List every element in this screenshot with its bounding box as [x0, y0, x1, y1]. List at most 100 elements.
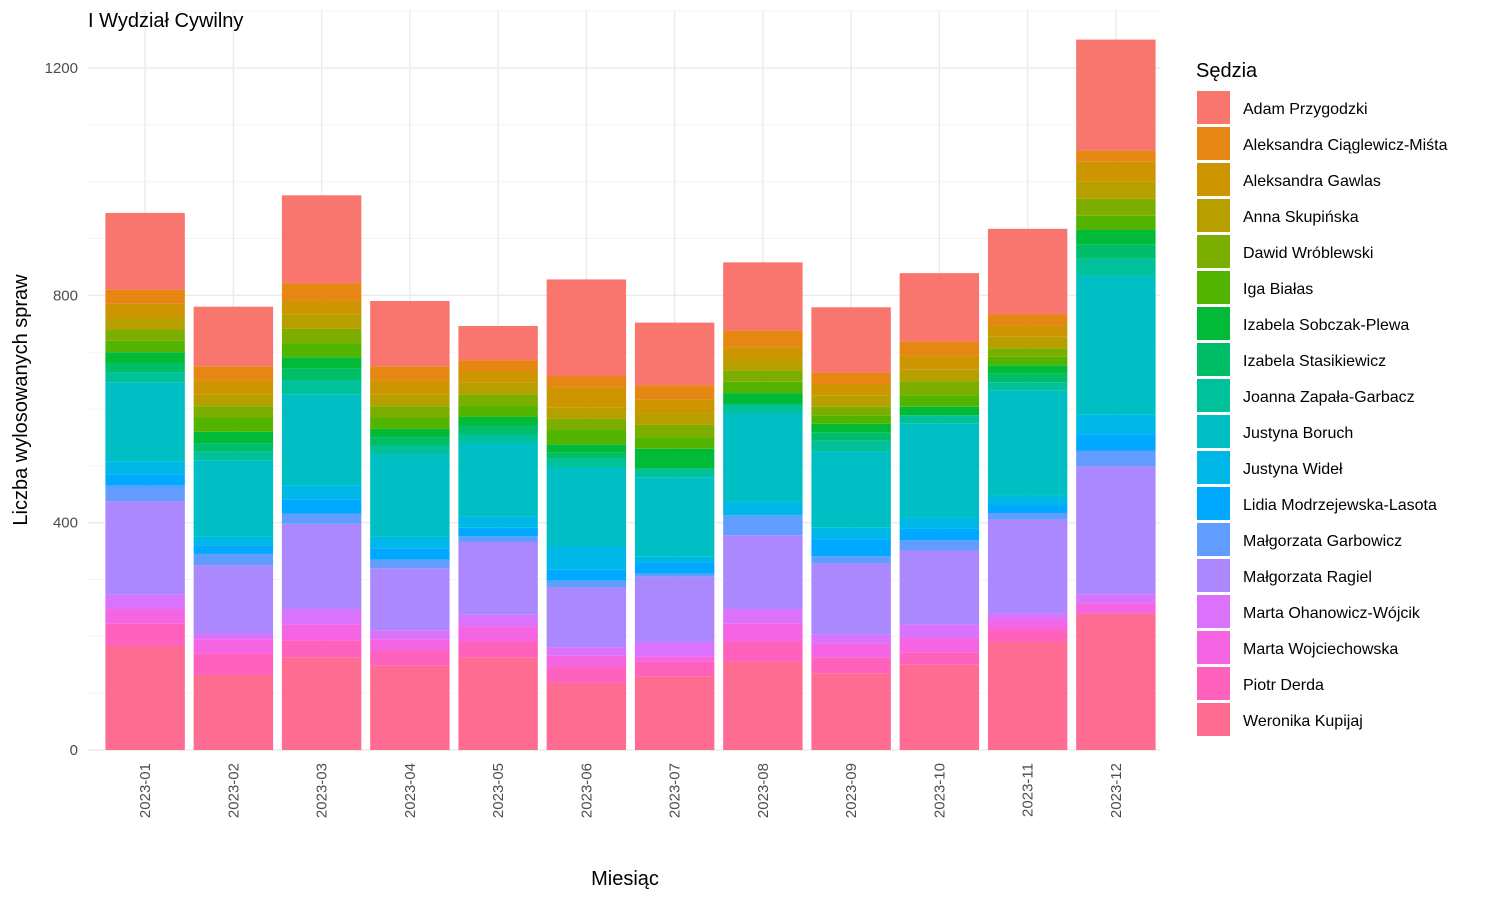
bar-segment [458, 516, 538, 528]
bar-segment [281, 380, 362, 395]
x-axis-ticks: 2023-01 2023-02 2023-03 2023-04 2023-05 2023-… [137, 763, 1125, 818]
bar-segment [634, 385, 715, 400]
bar-segment [105, 594, 185, 610]
bar-segment [811, 440, 891, 452]
bar-segment [546, 407, 627, 419]
x-tick-label: 2023-10 [931, 763, 948, 818]
bar-segment [899, 550, 980, 625]
bar-segment [634, 448, 715, 469]
bar-segment [723, 641, 803, 662]
bar-segment [899, 341, 980, 356]
bar-segment [1076, 39, 1156, 151]
legend-key [1197, 631, 1230, 664]
bar-segment [811, 451, 891, 528]
bar-segment [193, 451, 274, 461]
bar-segment [634, 468, 715, 478]
bar-segment [458, 442, 538, 517]
legend-key [1197, 343, 1230, 376]
bar-segment [723, 370, 803, 382]
bar-segment [899, 423, 980, 518]
bar-segment [811, 673, 891, 750]
bar-segment [281, 328, 362, 344]
legend-label: Małgorzata Ragiel [1243, 569, 1372, 586]
bar-segment [546, 387, 627, 408]
bar-segment [723, 501, 803, 516]
bar-segment [105, 623, 185, 646]
bar-segment [899, 273, 980, 342]
bar-segment [1076, 215, 1156, 230]
bar-segment [281, 513, 362, 524]
bar-segment [105, 329, 185, 341]
bar-segment [458, 541, 538, 615]
bar-segment [811, 383, 891, 396]
legend-label: Marta Wojciechowska [1243, 641, 1398, 658]
bar-segment [370, 366, 450, 381]
bar-segment [1076, 244, 1156, 259]
bar-segment [458, 326, 538, 361]
bar-segment [987, 504, 1068, 514]
bar-segment [987, 356, 1068, 366]
bar-segment [811, 372, 891, 384]
bar-segment [811, 423, 891, 433]
legend-label: Piotr Derda [1243, 677, 1324, 694]
legend-key [1197, 163, 1230, 196]
legend-key [1197, 667, 1230, 700]
bar-segment [370, 428, 450, 438]
legend-key [1197, 199, 1230, 232]
bar-segment [899, 395, 980, 407]
bar-segment [193, 653, 274, 675]
bar-segment [1076, 229, 1156, 245]
bar-segment [811, 307, 891, 373]
bar-segment [634, 424, 715, 438]
bar-segment [546, 647, 627, 656]
bar-segment [193, 306, 274, 367]
bar-segment [281, 609, 362, 625]
bar-segment [811, 657, 891, 674]
bar-segment [193, 553, 274, 566]
bar-segment [105, 461, 185, 475]
bar-segment [723, 262, 803, 331]
bar-segment [546, 569, 627, 581]
legend-key [1197, 271, 1230, 304]
bar-segment [811, 527, 891, 540]
legend-key [1197, 451, 1230, 484]
bar-segment [370, 380, 450, 395]
bar-segment [987, 642, 1068, 750]
bar-segment [811, 406, 891, 416]
legend-key [1197, 559, 1230, 592]
bar-segment [1076, 594, 1156, 604]
bar-segment [811, 432, 891, 441]
bar-segment [281, 485, 362, 500]
x-tick-label: 2023-11 [1020, 763, 1037, 817]
bar-segment [546, 430, 627, 445]
bar-segment [370, 437, 450, 446]
legend-label: Adam Przygodzki [1243, 101, 1368, 118]
bar-segment [458, 425, 538, 435]
bars [105, 39, 1156, 750]
bar-segment [1076, 181, 1156, 199]
bar-segment [899, 517, 980, 529]
bar-segment [634, 661, 715, 677]
bar-segment [811, 395, 891, 407]
bar-segment [281, 357, 362, 369]
bar-segment [546, 452, 627, 459]
x-tick-label: 2023-05 [490, 763, 507, 818]
legend-key [1197, 415, 1230, 448]
bar-segment [105, 474, 185, 486]
bar-segment [458, 641, 538, 658]
bar-segment [458, 394, 538, 406]
legend-label: Lidia Modrzejewska-Lasota [1243, 497, 1437, 514]
bar-segment [987, 325, 1068, 337]
bar-segment [193, 366, 274, 381]
bar-segment [987, 513, 1068, 520]
bar-segment [105, 609, 185, 624]
bar-segment [987, 314, 1068, 326]
bar-segment [458, 405, 538, 417]
bar-segment [105, 485, 185, 502]
bar-segment [193, 431, 274, 444]
bar-segment [634, 437, 715, 449]
legend-label: Dawid Wróblewski [1243, 245, 1373, 262]
bar-segment [281, 394, 362, 486]
bar-segment [723, 412, 803, 502]
bar-segment [546, 458, 627, 467]
